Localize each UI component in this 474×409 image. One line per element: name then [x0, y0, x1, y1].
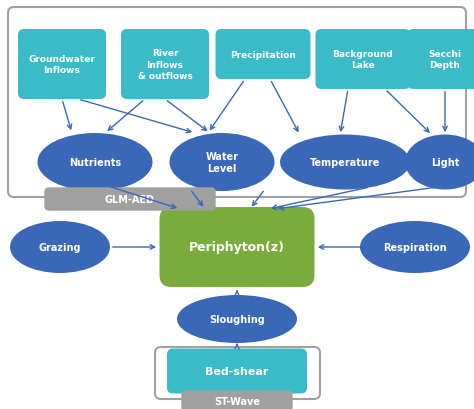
Text: Background
Lake: Background Lake: [333, 50, 393, 70]
Text: Light: Light: [431, 157, 459, 168]
FancyBboxPatch shape: [408, 30, 474, 90]
Text: Water
Level: Water Level: [206, 152, 238, 173]
Ellipse shape: [405, 135, 474, 190]
Text: Nutrients: Nutrients: [69, 157, 121, 168]
Text: Respiration: Respiration: [383, 243, 447, 252]
FancyBboxPatch shape: [45, 189, 215, 211]
Text: Precipitation: Precipitation: [230, 50, 296, 59]
FancyBboxPatch shape: [18, 30, 106, 100]
Text: ST-Wave: ST-Wave: [214, 396, 260, 406]
Text: Temperature: Temperature: [310, 157, 380, 168]
Text: Bed-shear: Bed-shear: [205, 366, 269, 376]
Text: River
Inflows
& outflows: River Inflows & outflows: [137, 49, 192, 81]
FancyBboxPatch shape: [167, 348, 307, 393]
FancyBboxPatch shape: [182, 391, 292, 409]
FancyBboxPatch shape: [216, 30, 310, 80]
FancyBboxPatch shape: [159, 207, 315, 287]
Ellipse shape: [280, 135, 410, 190]
Text: GLM-AED: GLM-AED: [105, 195, 155, 204]
FancyBboxPatch shape: [121, 30, 209, 100]
Ellipse shape: [360, 221, 470, 273]
Ellipse shape: [10, 221, 110, 273]
Ellipse shape: [177, 295, 297, 343]
Ellipse shape: [37, 134, 153, 191]
Ellipse shape: [170, 134, 274, 191]
Text: Groundwater
Inflows: Groundwater Inflows: [28, 55, 95, 75]
Text: Periphyton(z): Periphyton(z): [189, 241, 285, 254]
Text: Sloughing: Sloughing: [209, 314, 265, 324]
Text: Grazing: Grazing: [39, 243, 81, 252]
Text: Secchi
Depth: Secchi Depth: [428, 50, 462, 70]
FancyBboxPatch shape: [316, 30, 410, 90]
